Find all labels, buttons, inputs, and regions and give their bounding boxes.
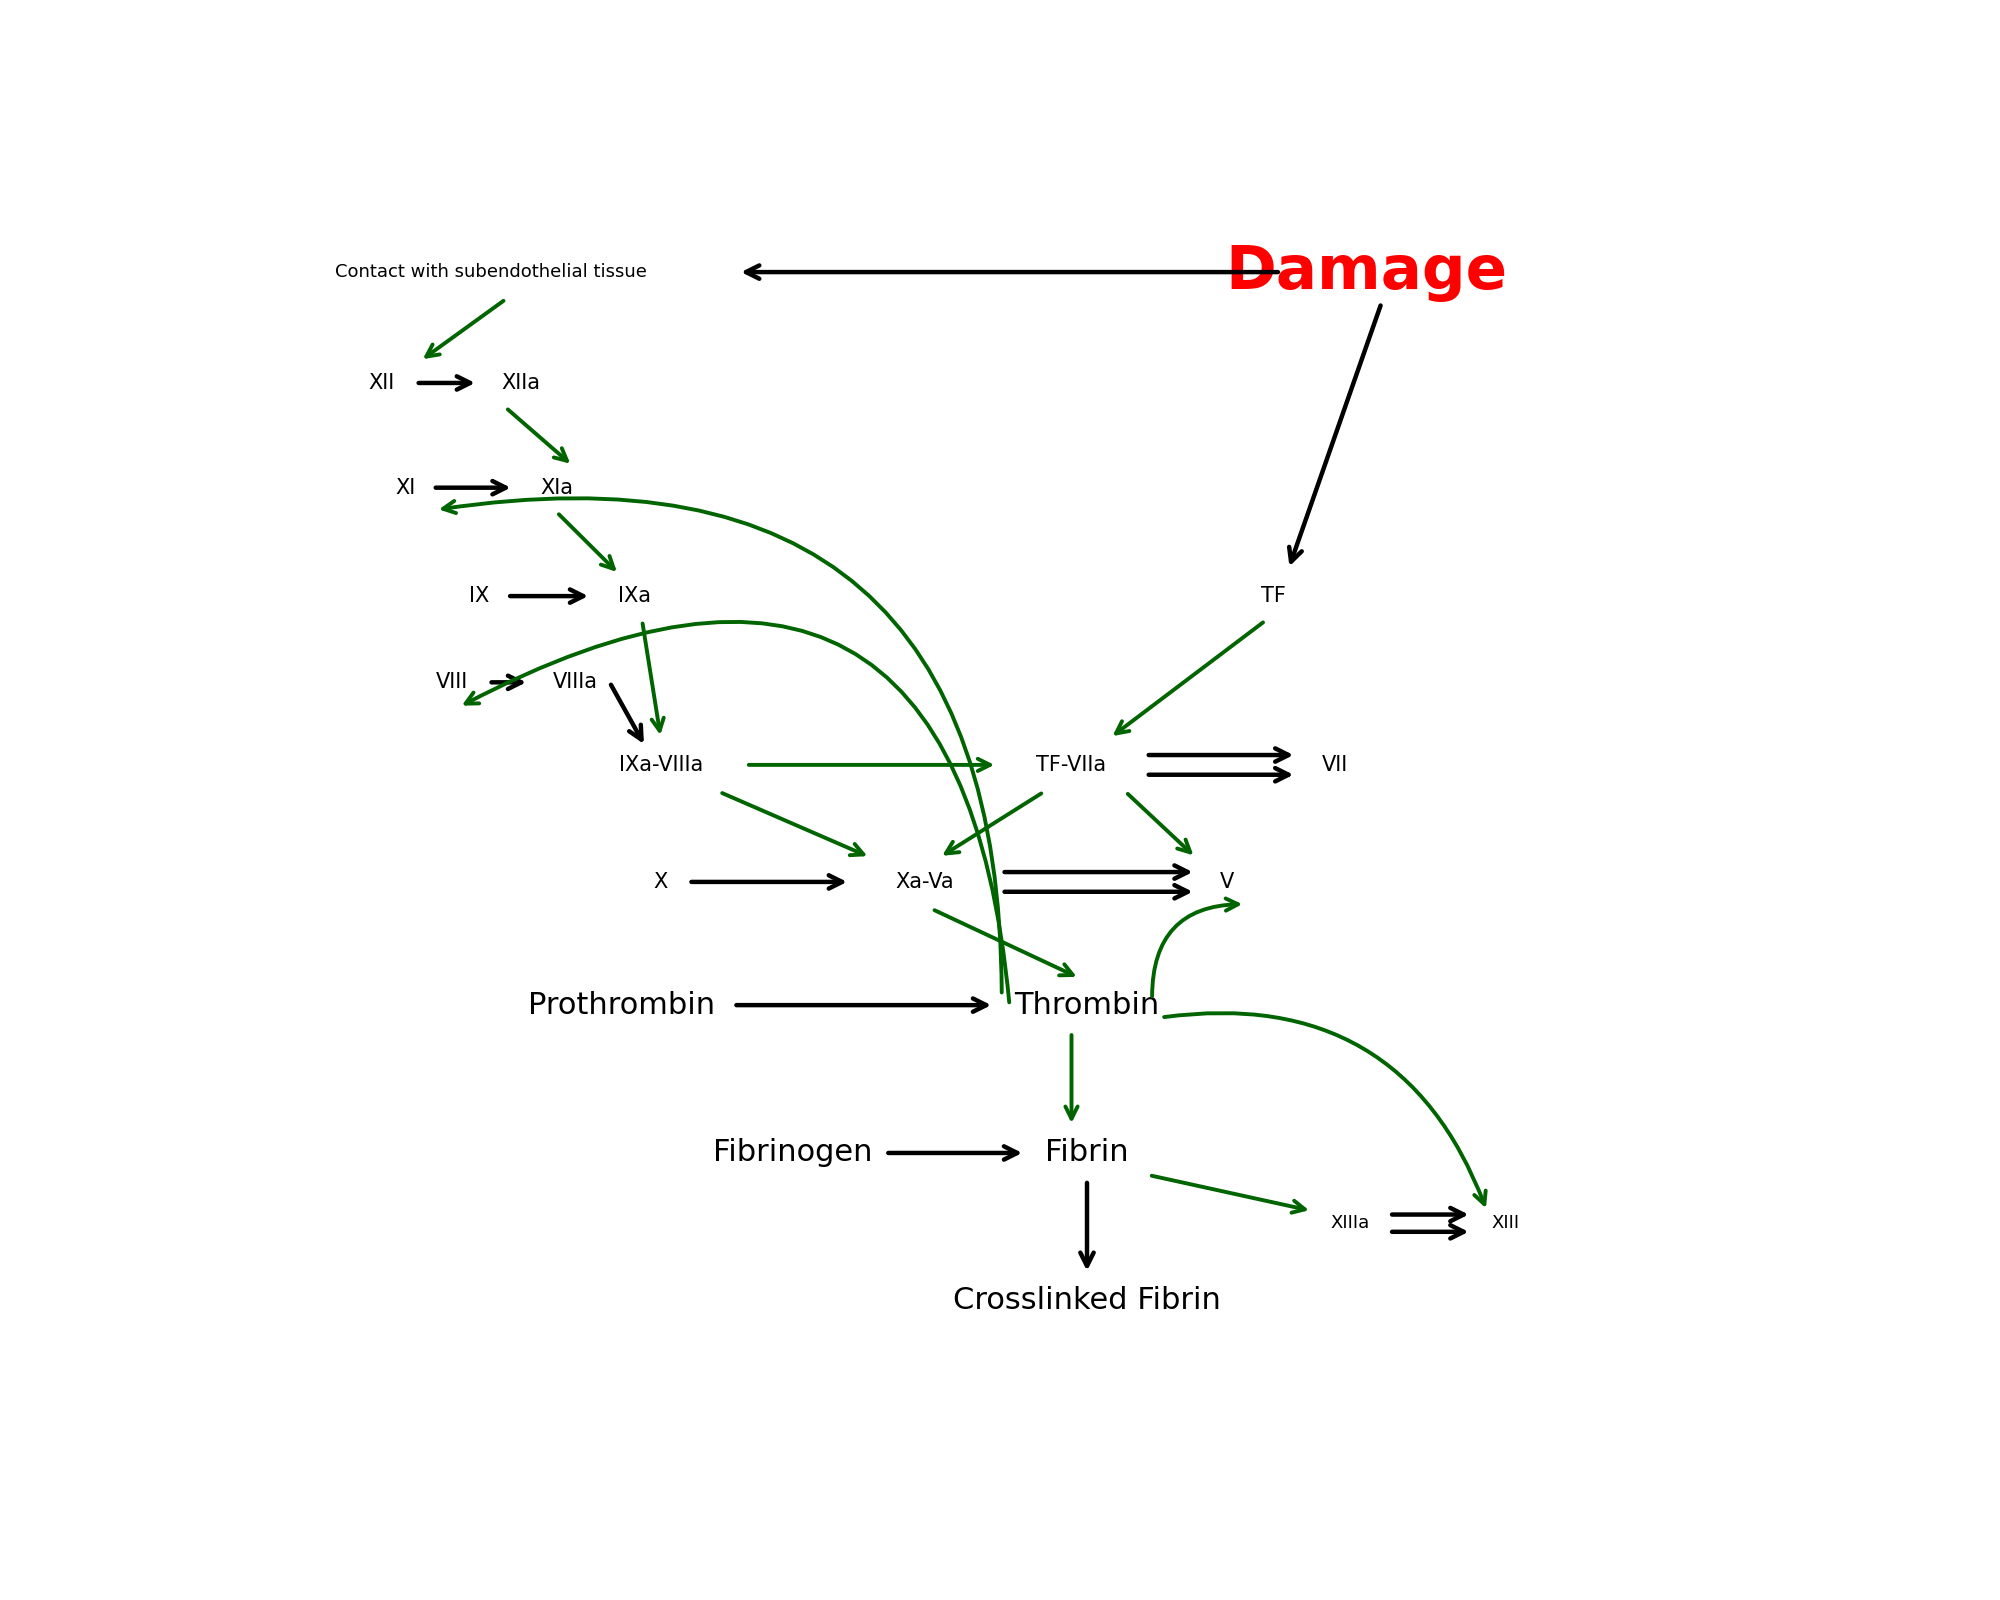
- Text: VII: VII: [1322, 755, 1348, 774]
- Text: XIIIa: XIIIa: [1330, 1214, 1370, 1232]
- Text: Prothrombin: Prothrombin: [528, 990, 716, 1019]
- Text: X: X: [654, 872, 668, 891]
- Text: Thrombin: Thrombin: [1014, 990, 1160, 1019]
- Text: IX: IX: [470, 586, 490, 606]
- Text: XIa: XIa: [540, 478, 574, 498]
- Text: Damage: Damage: [1224, 243, 1508, 301]
- Text: Fibrinogen: Fibrinogen: [712, 1139, 872, 1168]
- Text: XII: XII: [368, 373, 394, 394]
- Text: TF-VIIa: TF-VIIa: [1036, 755, 1106, 774]
- Text: Crosslinked Fibrin: Crosslinked Fibrin: [954, 1286, 1220, 1315]
- Text: IXa: IXa: [618, 586, 650, 606]
- Text: IXa-VIIIa: IXa-VIIIa: [618, 755, 702, 774]
- Text: XI: XI: [394, 478, 416, 498]
- Text: XIII: XIII: [1492, 1214, 1520, 1232]
- Text: Fibrin: Fibrin: [1046, 1139, 1128, 1168]
- Text: Xa-Va: Xa-Va: [894, 872, 954, 891]
- Text: XIIa: XIIa: [502, 373, 540, 394]
- Text: Contact with subendothelial tissue: Contact with subendothelial tissue: [336, 262, 648, 282]
- Text: V: V: [1220, 872, 1234, 891]
- Text: TF: TF: [1260, 586, 1286, 606]
- Text: VIII: VIII: [436, 672, 468, 693]
- Text: VIIIa: VIIIa: [552, 672, 598, 693]
